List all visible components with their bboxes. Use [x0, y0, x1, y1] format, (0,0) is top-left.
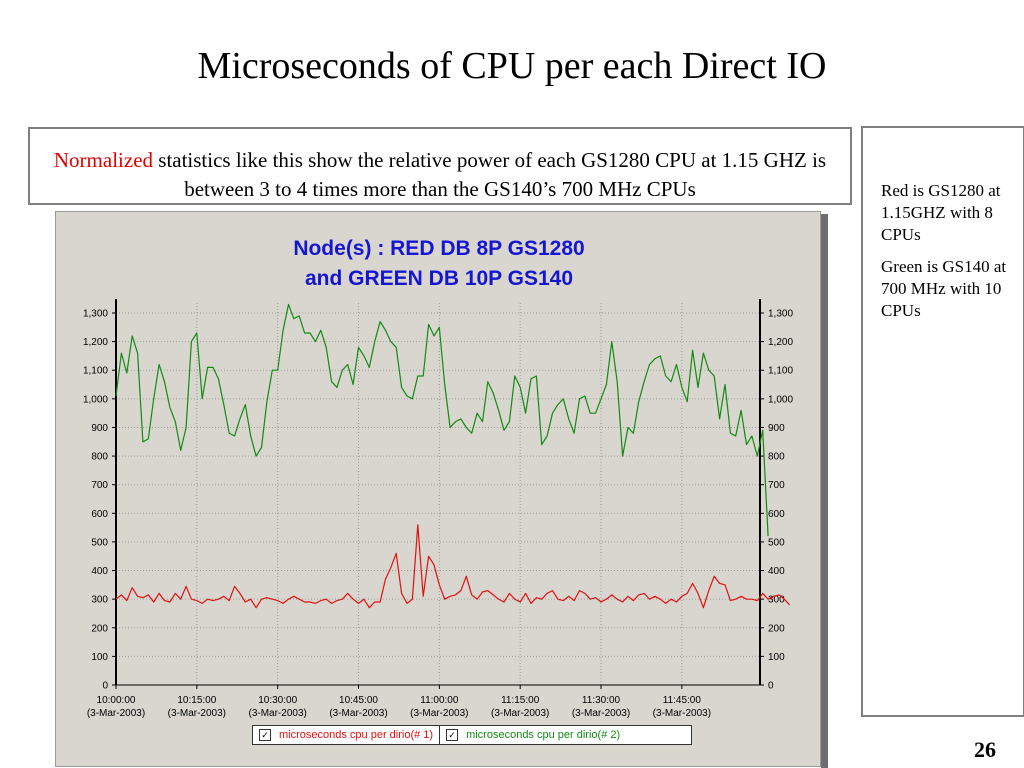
y-tick-label-right: 900	[768, 423, 785, 434]
slide-title: Microseconds of CPU per each Direct IO	[197, 45, 827, 87]
x-tick-label-date: (3-Mar-2003)	[87, 708, 145, 719]
chart-title-line-2: and GREEN DB 10P GS140	[304, 267, 574, 290]
x-tick-label-time: 10:15:00	[177, 695, 216, 706]
y-tick-label-left: 400	[91, 566, 108, 577]
y-tick-label-right: 600	[768, 509, 785, 520]
page-number: 26	[974, 737, 996, 762]
y-tick-label-right: 200	[768, 623, 785, 634]
y-tick-label-right: 300	[768, 595, 785, 606]
series-line-2	[115, 303, 769, 537]
note-text: statistics like this show the relative p…	[153, 148, 827, 201]
x-tick-label-date: (3-Mar-2003)	[572, 708, 630, 719]
plot-area	[116, 303, 760, 685]
x-tick-label-time: 10:45:00	[339, 695, 378, 706]
chart-title: Node(s) : RED DB 8P GS1280 and GREEN DB …	[56, 234, 822, 294]
x-tick-label-time: 10:30:00	[258, 695, 297, 706]
y-tick-label-right: 700	[768, 480, 785, 491]
y-tick-label-left: 900	[91, 423, 108, 434]
line-chart: 0 0 100 100 200 200 300 300 400 400 500 500 600 600 70…	[83, 299, 793, 719]
y-tick-label-left: 500	[91, 537, 108, 548]
y-tick-label-right: 400	[768, 566, 785, 577]
y-tick-label-right: 500	[768, 537, 785, 548]
x-tick-label-date: (3-Mar-2003)	[329, 708, 387, 719]
y-tick-label-left: 600	[91, 509, 108, 520]
x-tick-label-time: 11:15:00	[501, 695, 540, 706]
y-tick-label-left: 700	[91, 480, 108, 491]
y-tick-label-left: 0	[102, 681, 108, 692]
y-tick-label-left: 200	[91, 623, 108, 634]
legend-label-series-2: microseconds cpu per dirio(# 2)	[466, 729, 621, 741]
x-tick-label-date: (3-Mar-2003)	[168, 708, 226, 719]
chart-shadow	[821, 214, 828, 768]
x-tick-label-time: 10:00:00	[97, 695, 136, 706]
checkbox-icon[interactable]: ✓	[446, 729, 459, 741]
normalized-note-box: Normalized statistics like this show the…	[28, 127, 852, 205]
legend-explanation-box: Red is GS1280 at 1.15GHZ with 8 CPUs Gre…	[861, 126, 1024, 717]
y-tick-label-right: 1,000	[768, 394, 793, 405]
legend-item-series-1[interactable]: ✓ microseconds cpu per dirio(# 1)	[253, 726, 439, 744]
y-tick-label-left: 100	[91, 652, 108, 663]
y-tick-label-right: 0	[768, 681, 774, 692]
y-tick-label-left: 1,200	[83, 337, 108, 348]
checkbox-icon[interactable]: ✓	[259, 729, 271, 741]
y-tick-label-right: 800	[768, 452, 785, 463]
x-tick-label-date: (3-Mar-2003)	[248, 708, 306, 719]
y-tick-label-left: 1,100	[83, 366, 108, 377]
x-tick-label-time: 11:30:00	[582, 695, 621, 706]
note-highlight: Normalized	[53, 148, 154, 172]
y-tick-label-right: 1,300	[768, 309, 793, 320]
series-line-1	[115, 524, 791, 609]
y-tick-label-right: 100	[768, 652, 785, 663]
legend-label-series-1: microseconds cpu per dirio(# 1)	[279, 729, 434, 741]
y-tick-label-left: 1,300	[83, 309, 108, 320]
x-tick-label-time: 11:45:00	[663, 695, 702, 706]
green-series-explanation: Green is GS140 at 700 MHz with 10 CPUs	[881, 257, 1007, 320]
x-tick-label-time: 11:00:00	[420, 695, 459, 706]
red-series-explanation: Red is GS1280 at 1.15GHZ with 8 CPUs	[881, 181, 1001, 244]
y-tick-label-left: 1,000	[83, 394, 108, 405]
y-tick-label-right: 1,200	[768, 337, 793, 348]
x-tick-label-date: (3-Mar-2003)	[491, 708, 549, 719]
y-tick-label-left: 800	[91, 452, 108, 463]
chart-panel: Node(s) : RED DB 8P GS1280 and GREEN DB …	[55, 211, 821, 767]
y-tick-label-left: 300	[91, 595, 108, 606]
chart-legend: ✓ microseconds cpu per dirio(# 1) ✓ micr…	[252, 725, 692, 745]
chart-title-line-1: Node(s) : RED DB 8P GS1280	[293, 237, 585, 260]
legend-item-series-2[interactable]: ✓ microseconds cpu per dirio(# 2)	[439, 726, 626, 744]
x-tick-label-date: (3-Mar-2003)	[410, 708, 468, 719]
y-tick-label-right: 1,100	[768, 366, 793, 377]
x-tick-label-date: (3-Mar-2003)	[653, 708, 711, 719]
